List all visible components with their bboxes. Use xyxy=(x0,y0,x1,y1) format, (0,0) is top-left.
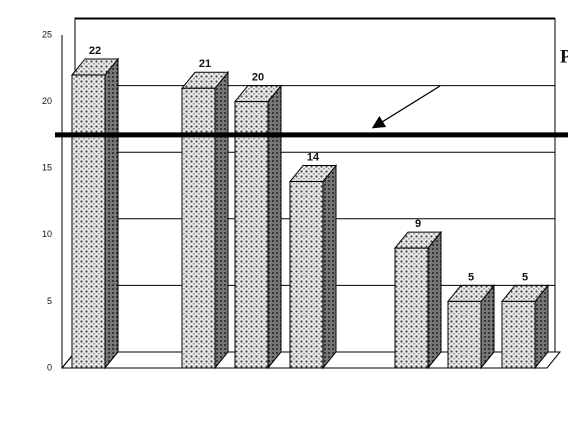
bar xyxy=(500,283,550,370)
bar-face xyxy=(214,70,229,370)
data-label: 21 xyxy=(199,58,211,70)
bar-face xyxy=(104,57,119,370)
bar-face xyxy=(181,87,216,369)
bar xyxy=(446,283,496,370)
data-label: 20 xyxy=(252,72,264,84)
bar xyxy=(288,164,338,370)
bar xyxy=(233,84,283,370)
data-label: 14 xyxy=(307,151,320,163)
bar-face xyxy=(322,164,337,370)
bar-face xyxy=(427,230,442,370)
data-label: 5 xyxy=(468,271,474,283)
bar-face xyxy=(234,101,269,369)
bar xyxy=(180,70,230,370)
y-tick-label: 15 xyxy=(42,163,52,173)
bar-face xyxy=(447,300,482,369)
y-tick-label: 25 xyxy=(42,29,52,39)
annotation-arrow xyxy=(371,85,441,129)
y-tick-label: 5 xyxy=(47,296,52,306)
data-label: 9 xyxy=(415,218,421,230)
bar-face xyxy=(501,300,536,369)
bar xyxy=(393,230,443,370)
annotation: حد مطلوب PA/Zn xyxy=(560,46,568,67)
bar-face xyxy=(394,247,429,369)
data-label: 5 xyxy=(522,271,528,283)
y-tick-label: 0 xyxy=(47,362,52,372)
data-label: 22 xyxy=(89,45,101,57)
y-tick-label: 10 xyxy=(42,229,52,239)
y-tick-label: 20 xyxy=(42,96,52,106)
bar-face xyxy=(71,74,106,369)
bar xyxy=(70,57,120,370)
bar-face xyxy=(267,84,282,370)
bar-face xyxy=(289,181,324,369)
